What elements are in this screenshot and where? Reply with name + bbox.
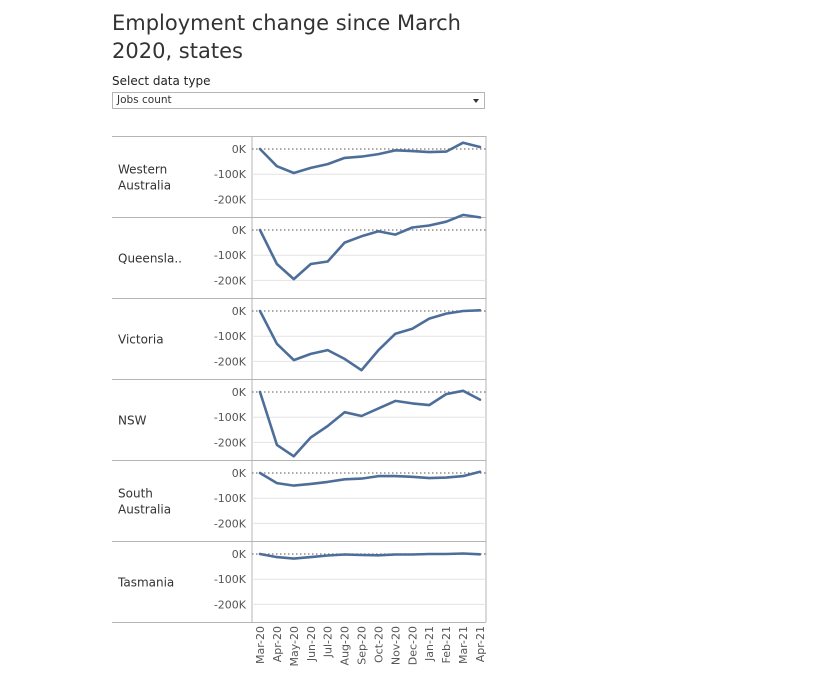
x-tick-label: Dec-20 xyxy=(406,626,419,665)
row-label: Tasmania xyxy=(117,576,174,590)
row-label: Australia xyxy=(118,179,171,193)
y-tick-label: 0K xyxy=(232,467,247,480)
x-tick-label: Feb-21 xyxy=(440,626,453,663)
x-tick-label: May-20 xyxy=(288,626,301,667)
x-tick-label: Nov-20 xyxy=(389,626,402,665)
series-line xyxy=(258,470,482,487)
x-tick-label: Jun-20 xyxy=(305,626,318,662)
series-line xyxy=(258,141,482,175)
y-tick-label: -100K xyxy=(214,330,247,343)
data-type-selected-value: Jobs count xyxy=(117,94,172,106)
row-label: Queensla.. xyxy=(118,252,182,266)
y-tick-label: -200K xyxy=(214,355,247,368)
x-tick-label: Jan-21 xyxy=(423,626,436,662)
data-type-dropdown[interactable]: Jobs count xyxy=(112,92,485,109)
y-tick-label: -100K xyxy=(214,249,247,262)
y-tick-label: 0K xyxy=(232,143,247,156)
y-tick-label: -200K xyxy=(214,193,247,206)
y-tick-label: 0K xyxy=(232,386,247,399)
row-label: NSW xyxy=(118,414,147,428)
y-tick-label: -100K xyxy=(214,411,247,424)
x-tick-label: Mar-20 xyxy=(254,626,267,664)
x-tick-label: Oct-20 xyxy=(372,626,385,663)
y-tick-label: -200K xyxy=(214,598,247,611)
y-tick-label: -100K xyxy=(214,492,247,505)
dropdown-arrow-icon xyxy=(473,99,479,103)
x-tick-label: Sep-20 xyxy=(356,626,369,665)
page-title: Employment change since March 2020, stat… xyxy=(112,11,461,63)
y-tick-label: -200K xyxy=(214,517,247,530)
row-label: Australia xyxy=(118,503,171,517)
series-line xyxy=(258,552,482,560)
row-label: South xyxy=(118,487,153,501)
y-tick-label: 0K xyxy=(232,305,247,318)
row-label: Victoria xyxy=(118,333,164,347)
series-line xyxy=(258,389,482,458)
y-tick-label: -200K xyxy=(214,436,247,449)
x-tick-label: Apr-20 xyxy=(271,626,284,662)
y-tick-label: 0K xyxy=(232,224,247,237)
filter-label: Select data type xyxy=(112,74,211,88)
x-tick-label: Mar-21 xyxy=(457,626,470,664)
series-line xyxy=(258,308,482,372)
y-tick-label: -200K xyxy=(214,274,247,287)
row-label: Western xyxy=(118,163,167,177)
x-tick-label: Jul-20 xyxy=(322,626,335,658)
series-line xyxy=(258,213,482,281)
x-tick-label: Apr-21 xyxy=(474,626,487,662)
x-tick-label: Aug-20 xyxy=(339,626,352,665)
y-tick-label: 0K xyxy=(232,548,247,561)
y-tick-label: -100K xyxy=(214,573,247,586)
y-tick-label: -100K xyxy=(214,168,247,181)
